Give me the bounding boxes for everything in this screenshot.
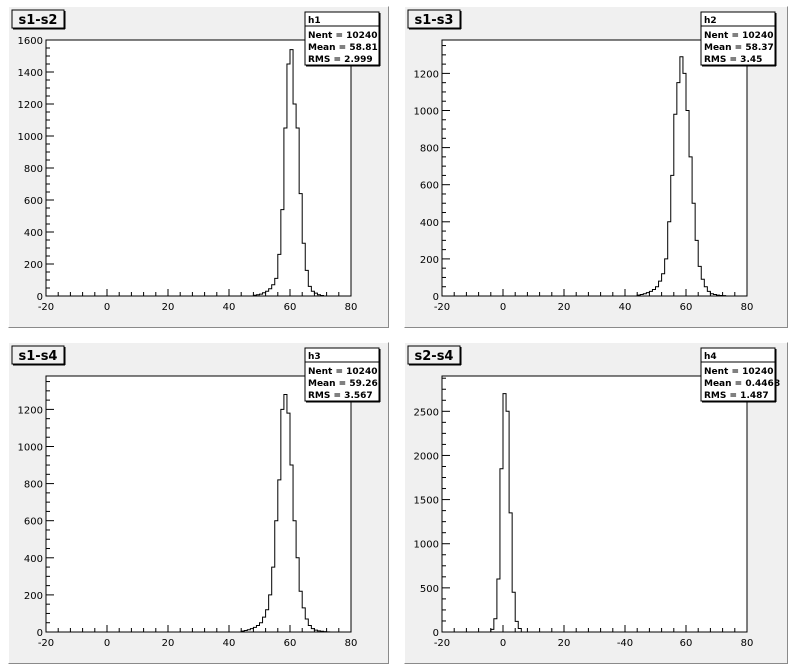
plot-frame (441, 39, 748, 297)
y-tick-label: 1500 (414, 496, 439, 507)
y-tick-label: 0 (37, 292, 43, 303)
stats-box: h2 Nent = 10240 Mean = 58.37 RMS = 3.45 (700, 11, 777, 67)
x-tick-label: -40 (617, 638, 633, 649)
x-tick-label: 80 (345, 638, 358, 649)
x-tick-label: -20 (434, 302, 450, 313)
x-tick-label: 20 (162, 302, 175, 313)
pad-s1-s2: -20 0 20 40 60 80 0 200 400 600 800 1000 1200 1400 160… (8, 6, 389, 328)
x-tick-label: 80 (741, 302, 754, 313)
plot-frame (45, 39, 352, 297)
y-tick-label: 800 (24, 480, 43, 491)
stats-histogram-name: h4 (704, 352, 717, 362)
stats-histogram-name: h1 (308, 16, 321, 26)
x-tick-label: 20 (558, 302, 571, 313)
stats-mean: Mean = 58.37 (704, 43, 774, 53)
pad-title: s2-s4 (415, 349, 454, 364)
y-tick-label: 600 (24, 196, 43, 207)
x-tick-label: 60 (284, 638, 297, 649)
stats-entries: Nent = 10240 (704, 31, 773, 41)
y-tick-label: 0 (37, 628, 43, 639)
x-tick-label: 40 (619, 302, 632, 313)
y-tick-label: 1000 (414, 106, 439, 117)
stats-mean: Mean = 0.4468 (704, 379, 780, 389)
pad-title: s1-s4 (19, 349, 58, 364)
x-tick-label: -20 (434, 638, 450, 649)
y-tick-label: 1200 (414, 69, 439, 80)
y-tick-label: 1000 (18, 442, 43, 453)
y-tick-label: 2500 (414, 407, 439, 418)
pad-s1-s3: -20 0 20 40 60 80 0 200 400 600 800 1000 1200 s1-s3 h2… (404, 6, 788, 328)
x-tick-label: 60 (680, 302, 693, 313)
histogram-outline (252, 49, 325, 297)
histogram-s1-s2: -20 0 20 40 60 800200400600800100012001400160… (11, 9, 381, 313)
x-tick-label: 80 (741, 638, 754, 649)
y-tick-label: 600 (420, 181, 439, 192)
y-tick-label: 1400 (18, 68, 43, 79)
plot-frame (441, 375, 748, 633)
histogram-outline (240, 394, 331, 633)
stats-mean: Mean = 58.81 (308, 43, 378, 53)
pad-title-box: s2-s4 (407, 345, 462, 366)
stats-rms: RMS = 2.999 (308, 55, 373, 65)
x-tick-label: 0 (500, 302, 506, 313)
y-tick-label: 400 (24, 554, 43, 565)
pad-title-box: s1-s2 (11, 9, 66, 30)
y-tick-label: 1000 (18, 132, 43, 143)
y-tick-label: 200 (420, 255, 439, 266)
histogram-outline (490, 393, 522, 632)
y-tick-label: 200 (24, 591, 43, 602)
stats-rms: RMS = 3.45 (704, 55, 762, 65)
x-tick-label: 80 (345, 302, 358, 313)
y-tick-label: 800 (24, 164, 43, 175)
y-tick-label: 800 (420, 144, 439, 155)
stats-box: h4 Nent = 10240 Mean = 0.4468 RMS = 1.487 (700, 347, 780, 403)
stats-rms: RMS = 1.487 (704, 391, 769, 401)
stats-box: h1 Nent = 10240 Mean = 58.81 RMS = 2.999 (304, 11, 381, 67)
y-tick-label: 200 (24, 260, 43, 271)
y-tick-label: 0 (433, 628, 439, 639)
stats-histogram-name: h2 (704, 16, 717, 26)
y-tick-label: 400 (420, 218, 439, 229)
histogram-outline (636, 56, 727, 297)
stats-entries: Nent = 10240 (308, 31, 377, 41)
plot-frame (45, 375, 352, 633)
x-tick-label: -20 (38, 302, 54, 313)
stats-box: h3 Nent = 10240 Mean = 59.26 RMS = 3.567 (304, 347, 381, 403)
y-tick-label: 1600 (18, 36, 43, 47)
x-tick-label: 0 (500, 638, 506, 649)
y-tick-label: 400 (24, 228, 43, 239)
x-tick-label: 20 (558, 638, 571, 649)
x-tick-label: 20 (162, 638, 175, 649)
y-tick-label: 600 (24, 517, 43, 528)
x-tick-label: 0 (104, 302, 110, 313)
pad-title: s1-s3 (415, 13, 454, 28)
x-tick-label: 40 (223, 302, 236, 313)
x-tick-label: 40 (223, 638, 236, 649)
y-tick-label: 1000 (414, 540, 439, 551)
pad-title-box: s1-s3 (407, 9, 462, 30)
x-tick-label: 60 (680, 638, 693, 649)
y-tick-label: 1200 (18, 100, 43, 111)
stats-histogram-name: h3 (308, 352, 321, 362)
pad-title-box: s1-s4 (11, 345, 66, 366)
y-tick-label: 0 (433, 292, 439, 303)
pad-s2-s4: -20 0 20 -40 60 80 0 500 1000 1500 2000 2500 s2-s4 h4… (404, 342, 788, 664)
y-tick-label: 2000 (414, 451, 439, 462)
stats-entries: Nent = 10240 (308, 367, 377, 377)
stats-rms: RMS = 3.567 (308, 391, 373, 401)
x-tick-label: -20 (38, 638, 54, 649)
pad-title: s1-s2 (19, 13, 58, 28)
stats-mean: Mean = 59.26 (308, 379, 378, 389)
x-tick-label: 0 (104, 638, 110, 649)
pad-s1-s4: -20 0 20 40 60 80 0 200 400 600 800 1000 1200 s1-s4 h3… (8, 342, 389, 664)
y-tick-label: 500 (420, 584, 439, 595)
x-tick-label: 60 (284, 302, 297, 313)
stats-entries: Nent = 10240 (704, 367, 773, 377)
y-tick-label: 1200 (18, 405, 43, 416)
